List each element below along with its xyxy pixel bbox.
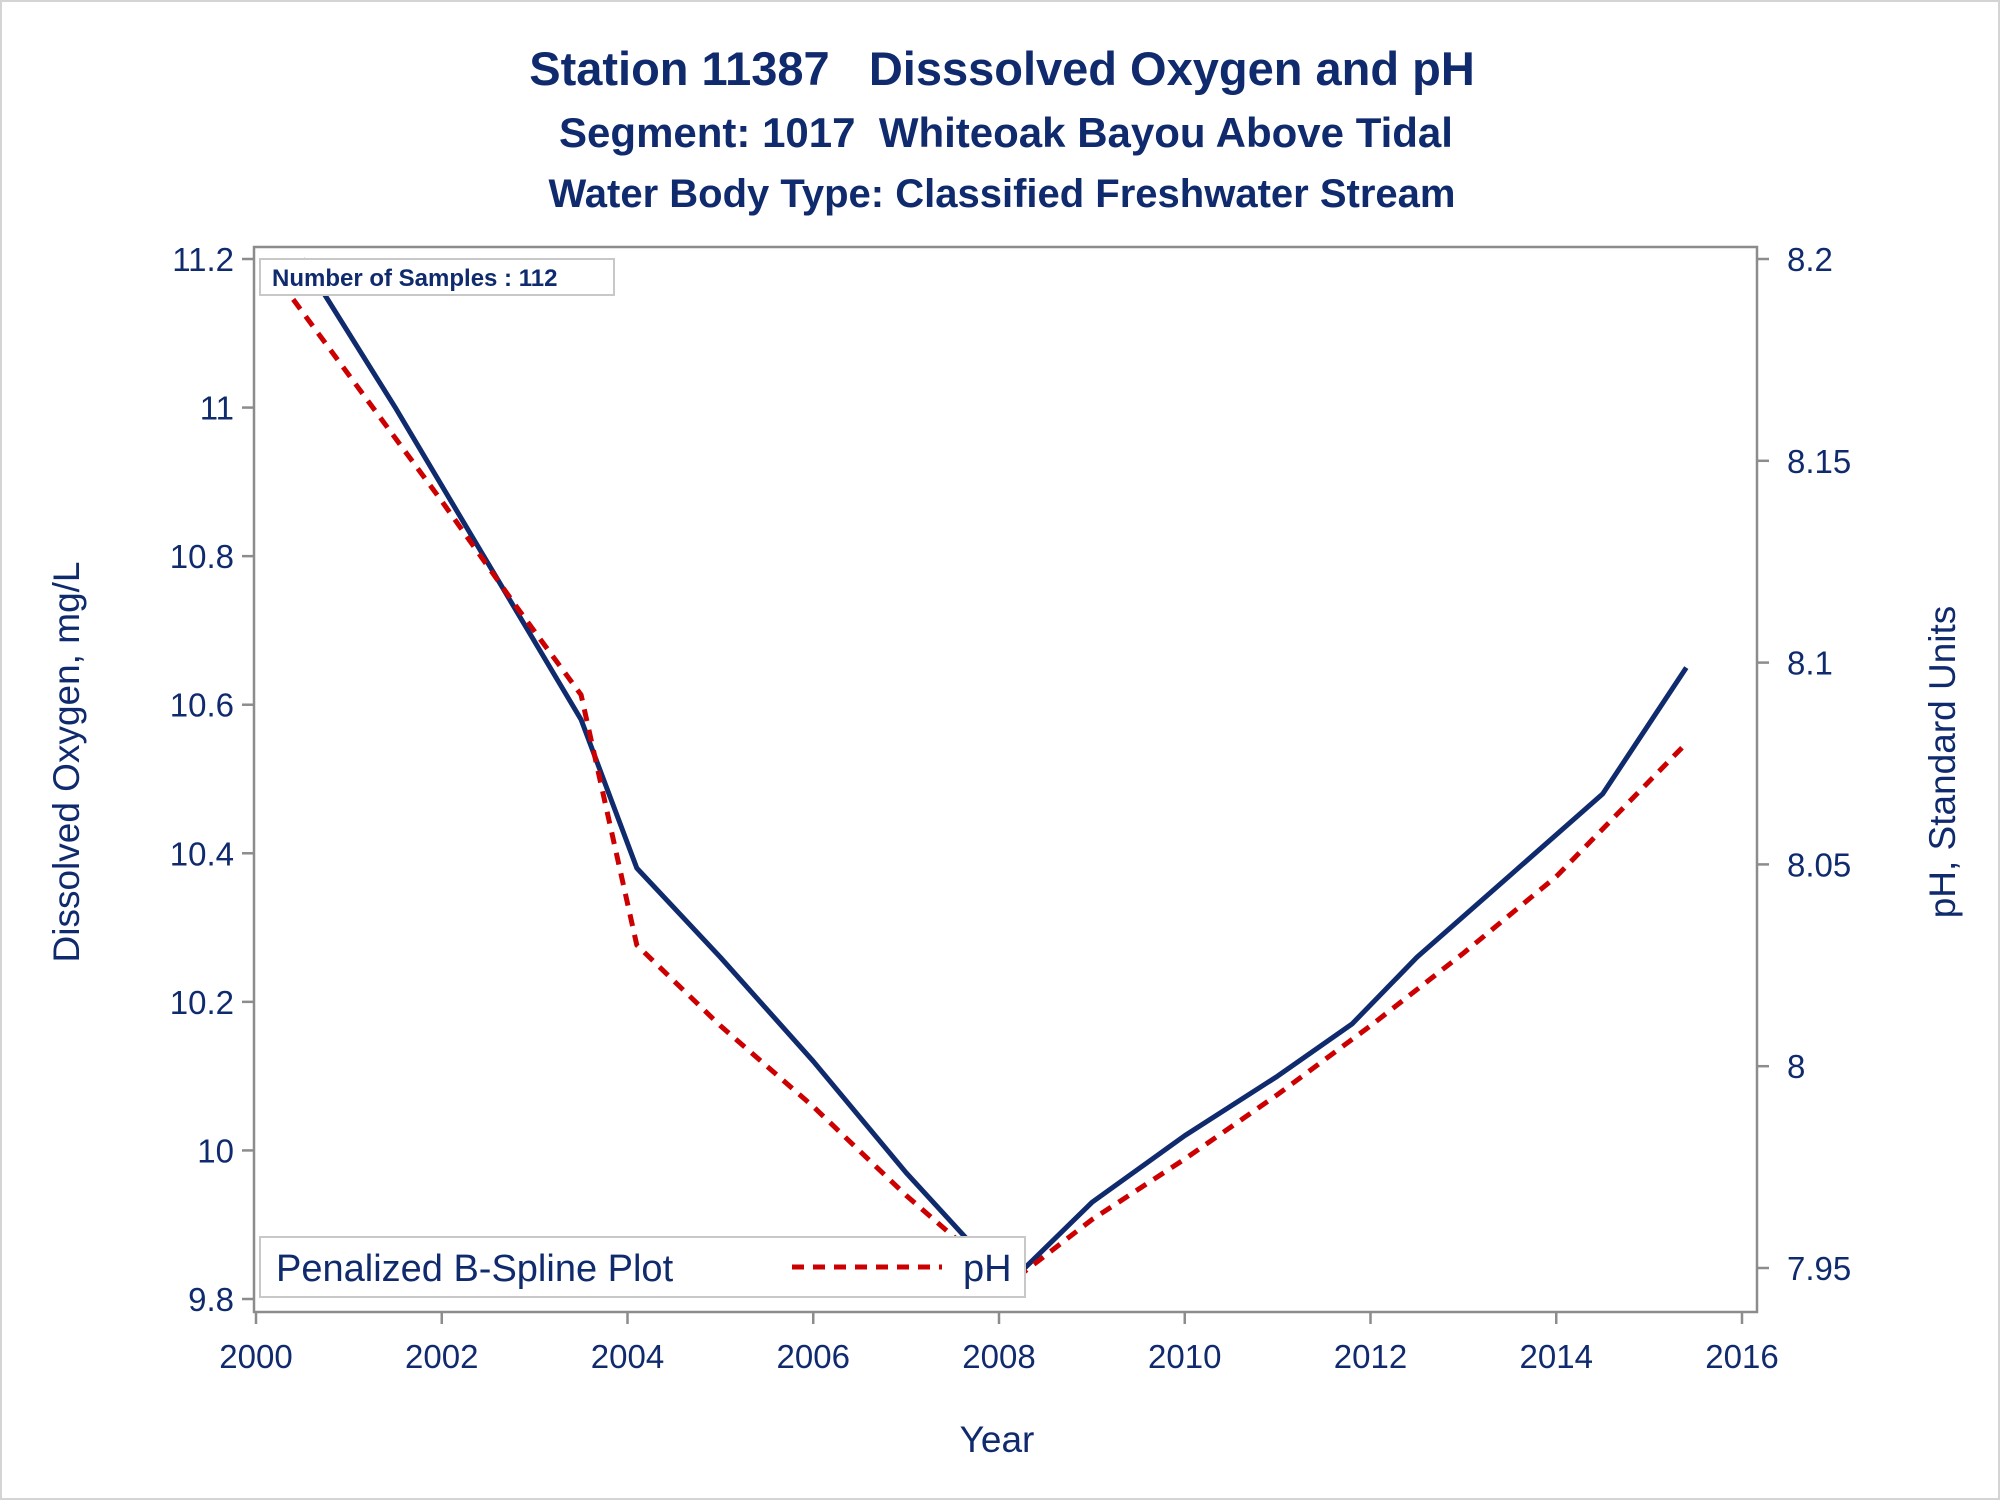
y-tick-label: 10 xyxy=(197,1132,234,1169)
y-tick-label: 10.4 xyxy=(170,835,234,872)
plot-frame xyxy=(252,245,1759,1314)
dissolved-oxygen-series-line xyxy=(300,257,1689,1287)
y-tick-label: 9.8 xyxy=(188,1281,234,1318)
legend-entry-ph: pH xyxy=(963,1248,1012,1290)
x-tick-label: 2016 xyxy=(1705,1338,1778,1375)
y2-tick-label: 8.1 xyxy=(1787,645,1833,682)
y-tick-label: 10.8 xyxy=(170,538,234,575)
y-tick-label: 10.6 xyxy=(170,687,234,724)
series-layer xyxy=(291,257,1689,1287)
y-tick-label: 11.2 xyxy=(172,241,234,278)
samples-annotation: Number of Samples : 112 xyxy=(259,258,615,296)
legend-title: Penalized B-Spline Plot xyxy=(276,1248,674,1290)
x-tick-label: 2004 xyxy=(591,1338,664,1375)
x-tick-label: 2008 xyxy=(962,1338,1035,1375)
plot-area-border xyxy=(252,245,1759,1314)
x-tick-label: 2012 xyxy=(1334,1338,1407,1375)
x-tick-label: 2006 xyxy=(777,1338,850,1375)
samples-text: Number of Samples : 112 xyxy=(272,265,557,292)
axis-ticks: 2000 2002 2004 2006 2008 2010 2012 2014 2016 9.8 1… xyxy=(170,241,1851,1375)
x-tick-label: 2002 xyxy=(405,1338,478,1375)
x-tick-label: 2000 xyxy=(219,1338,292,1375)
y2-tick-label: 7.95 xyxy=(1787,1250,1851,1287)
y2-tick-label: 8 xyxy=(1787,1048,1805,1085)
chart-title: Station 11387 Disssolved Oxygen and pH xyxy=(529,42,1475,95)
x-axis-label: Year xyxy=(960,1419,1035,1460)
y2-tick-label: 8.2 xyxy=(1787,241,1833,278)
ph-series-line xyxy=(291,297,1689,1287)
chart-subtitle-2: Water Body Type: Classified Freshwater S… xyxy=(549,172,1456,216)
x-tick-label: 2010 xyxy=(1148,1338,1221,1375)
chart-subtitle: Segment: 1017 Whiteoak Bayou Above Tidal xyxy=(559,109,1453,156)
y2-axis-label: pH, Standard Units xyxy=(1922,606,1963,919)
y2-tick-label: 8.15 xyxy=(1787,443,1851,480)
y-tick-label: 11 xyxy=(200,390,234,427)
y-tick-label: 10.2 xyxy=(170,984,234,1021)
x-tick-label: 2014 xyxy=(1520,1338,1593,1375)
y2-tick-label: 8.05 xyxy=(1787,846,1851,883)
annotation-box xyxy=(259,258,615,296)
y-axis-label: Dissolved Oxygen, mg/L xyxy=(46,561,87,962)
legend: Penalized B-Spline Plot pH xyxy=(259,1236,1026,1298)
